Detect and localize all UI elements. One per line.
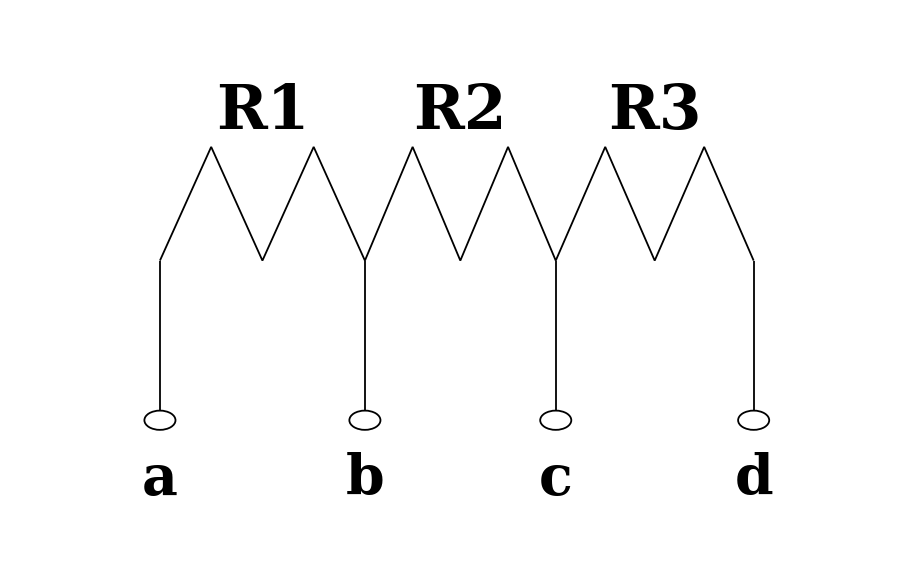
Text: d: d <box>733 452 773 507</box>
Text: R1: R1 <box>216 82 309 142</box>
Text: a: a <box>142 452 178 507</box>
Circle shape <box>737 411 768 430</box>
Text: b: b <box>345 452 384 507</box>
Text: R3: R3 <box>608 82 701 142</box>
Text: R2: R2 <box>413 82 507 142</box>
Circle shape <box>144 411 175 430</box>
Circle shape <box>539 411 570 430</box>
Text: c: c <box>538 452 572 507</box>
Circle shape <box>349 411 380 430</box>
